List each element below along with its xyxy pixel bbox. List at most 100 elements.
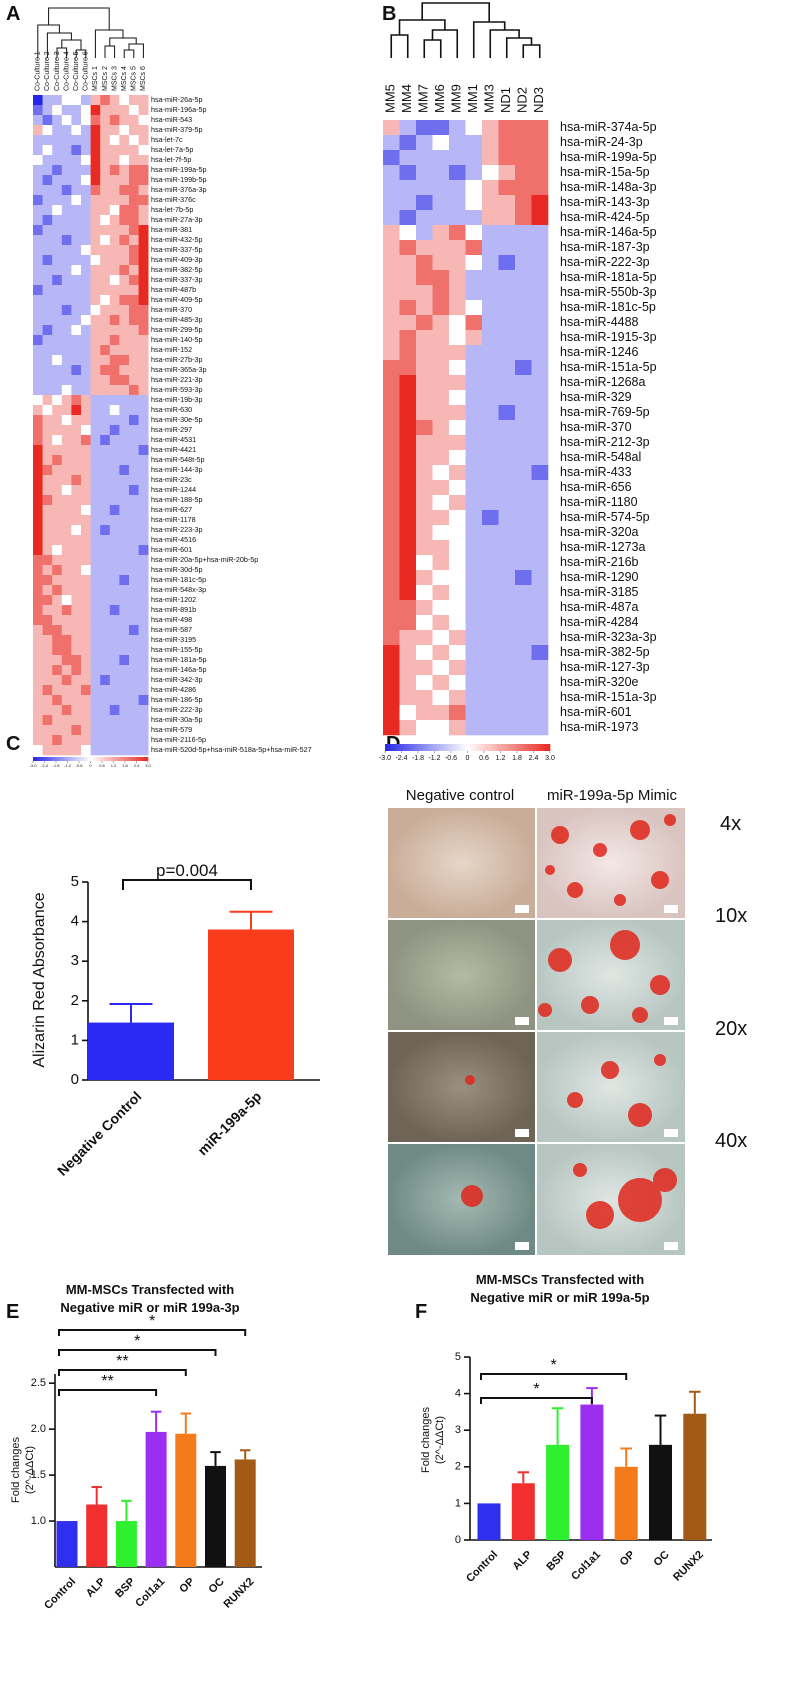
heatmap-cell [61, 425, 72, 436]
heatmap-cell [42, 175, 53, 186]
heatmap-cell [33, 345, 43, 356]
heatmap-cell [71, 425, 82, 436]
bar [145, 1431, 167, 1567]
heatmap-cell [465, 585, 483, 601]
heatmap-cell [100, 745, 111, 756]
heatmap-cell [482, 555, 499, 571]
row-label: hsa-miR-409-5p [151, 295, 203, 304]
heatmap-cell [33, 705, 43, 716]
heatmap-cell [100, 235, 111, 246]
heatmap-cell [109, 645, 120, 656]
heatmap-cell [61, 665, 72, 676]
heatmap-cell [52, 335, 63, 346]
heatmap-cell [52, 375, 63, 386]
heatmap-cell [129, 135, 139, 146]
heatmap-cell [109, 415, 120, 426]
row-label: hsa-miR-1246 [560, 345, 639, 359]
legend-tick-label: -2.4 [41, 763, 49, 768]
heatmap-cell [138, 275, 149, 286]
heatmap-cell [399, 150, 417, 166]
heatmap-cell [100, 655, 111, 666]
color-legend [508, 744, 512, 751]
heatmap-cell [71, 385, 82, 396]
heatmap-cell [399, 690, 417, 706]
heatmap-cell [81, 495, 91, 506]
heatmap-cell [383, 210, 400, 226]
y-axis-label: Fold changes [420, 1406, 432, 1473]
color-legend [456, 744, 460, 751]
heatmap-cell [33, 595, 43, 606]
heatmap-cell [119, 445, 130, 456]
row-label: hsa-miR-155-5p [151, 645, 203, 654]
row-label: hsa-miR-1178 [151, 515, 196, 524]
heatmap-cell [71, 255, 82, 266]
heatmap-cell [100, 375, 111, 386]
heatmap-cell [129, 315, 139, 326]
heatmap-cell [383, 720, 400, 736]
heatmap-cell [119, 235, 130, 246]
heatmap-cell [498, 255, 516, 271]
color-legend [530, 744, 534, 751]
heatmap-cell [432, 240, 450, 256]
heatmap-cell [399, 420, 417, 436]
y-tick-label: 1.5 [31, 1469, 46, 1481]
heatmap-cell [90, 455, 101, 466]
heatmap-cell [119, 185, 130, 196]
heatmap-cell [33, 255, 43, 266]
heatmap-cell [432, 525, 450, 541]
heatmap-cell [61, 365, 72, 376]
heatmap-cell [498, 570, 516, 586]
heatmap-cell [52, 405, 63, 416]
heatmap-cell [498, 300, 516, 316]
heatmap-cell [71, 675, 82, 686]
heatmap-cell [531, 210, 549, 226]
heatmap-cell [515, 330, 532, 346]
color-legend [80, 757, 84, 761]
heatmap-cell [138, 555, 149, 566]
heatmap-cell [90, 565, 101, 576]
heatmap-cell [100, 245, 111, 256]
heatmap-cell [100, 605, 111, 616]
heatmap-cell [449, 690, 466, 706]
heatmap-cell [90, 265, 101, 276]
heatmap-cell [109, 495, 120, 506]
heatmap-cell [383, 135, 400, 151]
row-label: hsa-miR-148a-3p [560, 180, 657, 194]
heatmap-cell [129, 225, 139, 236]
heatmap-cell [42, 545, 53, 556]
heatmap-cell [383, 255, 400, 271]
heatmap-cell [71, 625, 82, 636]
row-label: hsa-miR-1290 [560, 570, 639, 584]
heatmap-cell [449, 540, 466, 556]
heatmap-cell [416, 390, 433, 406]
legend-tick-label: -1.8 [53, 763, 61, 768]
heatmap-cell [465, 675, 483, 691]
heatmap-cell [61, 155, 72, 166]
row-label: hsa-miR-587 [151, 625, 192, 634]
heatmap-cell [90, 485, 101, 496]
heatmap-cell [61, 595, 72, 606]
heatmap-cell [52, 95, 63, 106]
heatmap-cell [71, 315, 82, 326]
heatmap-cell [383, 240, 400, 256]
heatmap-cell [100, 735, 111, 746]
heatmap-cell [465, 375, 483, 391]
row-label: hsa-miR-199a-5p [560, 150, 657, 164]
heatmap-cell [109, 445, 120, 456]
heatmap-cell [416, 210, 433, 226]
heatmap-cell [515, 210, 532, 226]
heatmap-cell [531, 450, 549, 466]
row-label: hsa-miR-212-3p [560, 435, 650, 449]
significance-label: p=0.004 [156, 861, 218, 880]
heatmap-cell [138, 105, 149, 116]
micrograph [388, 1144, 535, 1255]
color-legend [536, 744, 540, 751]
heatmap-cell [42, 305, 53, 316]
heatmap-cell [42, 295, 53, 306]
heatmap-cell [42, 685, 53, 696]
heatmap-cell [498, 165, 516, 181]
heatmap-cell [61, 285, 72, 296]
heatmap-cell [119, 435, 130, 446]
heatmap-cell [100, 365, 111, 376]
heatmap-cell [81, 185, 91, 196]
